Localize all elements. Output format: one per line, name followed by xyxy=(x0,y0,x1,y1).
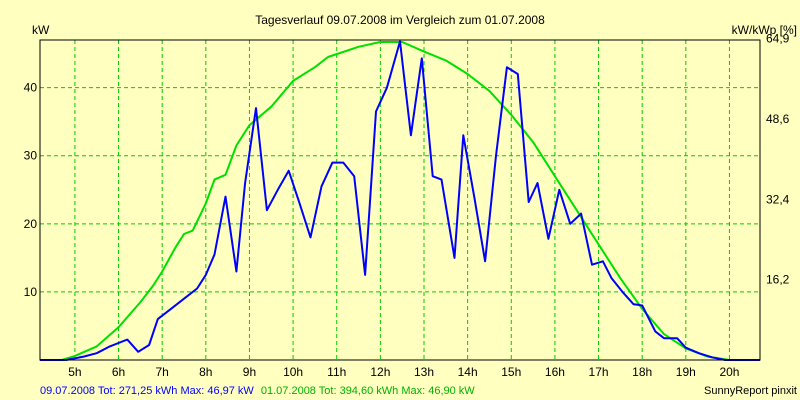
plot-frame xyxy=(39,39,761,361)
y-tick-label-left: 30 xyxy=(24,149,38,163)
y-tick-label-left: 20 xyxy=(24,217,38,231)
x-axis: 5h 6h 7h 8h 9h 10h 11h 12h 13h 14h 15h 16h 17h 18h 19h… xyxy=(68,365,739,379)
x-tick-label: 18h xyxy=(632,365,652,379)
y-tick-label-right: 64,9 xyxy=(766,32,790,46)
y-tick-label-left: 10 xyxy=(24,285,38,299)
x-tick-label: 14h xyxy=(458,365,478,379)
y-axis-label-left: kW xyxy=(32,23,50,37)
x-tick-label: 5h xyxy=(68,365,81,379)
chart-title: Tagesverlauf 09.07.2008 im Vergleich zum… xyxy=(255,13,545,27)
series-line-01.07.2008 xyxy=(40,41,760,361)
y-axis-left: 10 20 30 40 xyxy=(24,81,38,299)
x-tick-label: 11h xyxy=(327,365,346,379)
x-tick-label: 19h xyxy=(676,365,696,379)
grid xyxy=(40,40,760,360)
x-tick-label: 20h xyxy=(719,365,739,379)
series-layer xyxy=(40,40,760,361)
x-tick-label: 17h xyxy=(589,365,609,379)
x-tick-label: 15h xyxy=(501,365,521,379)
y-tick-label-right: 48,6 xyxy=(766,112,790,126)
x-tick-label: 9h xyxy=(243,365,256,379)
legend-series-blue: 09.07.2008 Tot: 271,25 kWh Max: 46,97 kW xyxy=(40,385,254,397)
series-line-09.07.2008 xyxy=(40,40,760,361)
x-tick-label: 6h xyxy=(112,365,125,379)
y-tick-label-right: 32,4 xyxy=(766,192,790,206)
y-axis-right: 16,2 32,4 48,6 64,9 xyxy=(766,32,790,287)
svg-text:09.07.2008 Tot: 271,25 kWh Max: 09.07.2008 Tot: 271,25 kWh Max: 46,97 kW… xyxy=(40,385,475,397)
x-tick-label: 16h xyxy=(545,365,565,379)
x-tick-label: 12h xyxy=(370,365,390,379)
legend-series-green: 01.07.2008 Tot: 394,60 kWh Max: 46,90 kW xyxy=(261,385,475,397)
x-tick-label: 10h xyxy=(283,365,303,379)
y-tick-label-left: 40 xyxy=(24,81,38,95)
x-tick-label: 7h xyxy=(156,365,169,379)
y-tick-label-right: 16,2 xyxy=(766,273,790,287)
y-axis-label-right: kW/kWp [%] xyxy=(732,23,797,37)
x-tick-label: 8h xyxy=(199,365,212,379)
credit-text: SunnyReport pinxit xyxy=(704,385,797,397)
x-tick-label: 13h xyxy=(414,365,434,379)
